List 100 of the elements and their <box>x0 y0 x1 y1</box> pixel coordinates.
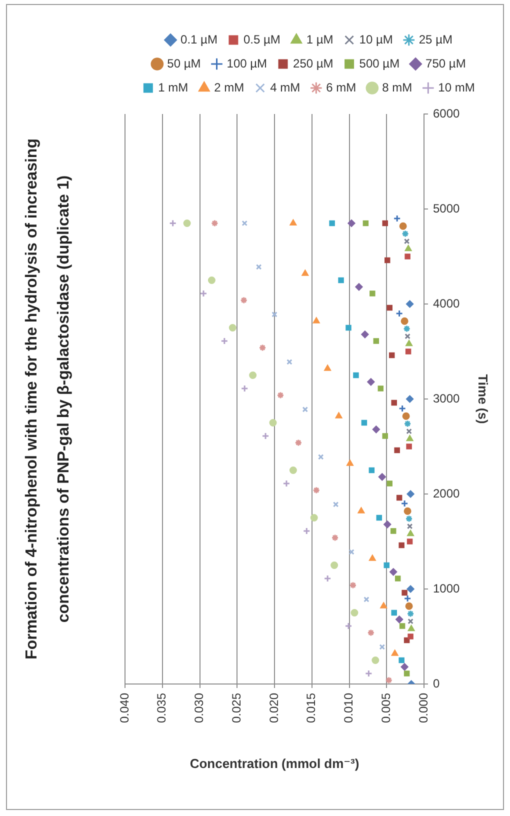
legend-label: 1 mM <box>158 80 188 94</box>
point <box>256 264 262 270</box>
point <box>335 412 342 418</box>
point <box>408 634 414 640</box>
point <box>324 574 332 582</box>
point <box>385 676 393 684</box>
point <box>394 576 401 582</box>
point <box>406 435 414 442</box>
point <box>407 530 414 536</box>
point <box>367 628 375 636</box>
y-tick-label: 1000 <box>433 581 460 596</box>
point <box>399 623 406 629</box>
point <box>379 644 386 650</box>
point <box>406 538 413 544</box>
point <box>289 466 297 474</box>
point <box>346 460 354 466</box>
x-tick-label: 0.015 <box>304 692 318 724</box>
legend-label: 0.1 µM <box>180 32 218 46</box>
point <box>391 400 397 406</box>
point <box>394 447 400 454</box>
point <box>369 554 376 561</box>
point <box>258 344 266 352</box>
y-tick-label: 4000 <box>433 296 460 310</box>
point <box>210 220 218 227</box>
point <box>404 594 412 602</box>
legend-label: 8 mM <box>382 80 412 94</box>
point <box>262 432 270 440</box>
point <box>386 304 392 311</box>
point <box>200 290 208 298</box>
legend-label: 10 mM <box>438 80 475 94</box>
point <box>382 220 388 226</box>
legend-label: 6 mM <box>326 80 356 94</box>
point <box>404 670 410 676</box>
point <box>373 338 380 344</box>
y-tick-label: 6000 <box>433 106 460 120</box>
point <box>240 384 248 392</box>
point <box>272 312 278 318</box>
legend-label: 500 µM <box>359 56 400 70</box>
legend-label: 4 mM <box>270 80 300 94</box>
point <box>370 290 376 296</box>
point <box>372 426 380 434</box>
point <box>208 276 216 284</box>
point <box>228 324 236 332</box>
point <box>302 527 310 535</box>
point <box>399 222 407 230</box>
point <box>406 444 412 450</box>
point <box>386 480 392 486</box>
point <box>402 230 410 238</box>
y-tick-label: 3000 <box>433 391 460 406</box>
point <box>362 220 369 226</box>
point <box>378 473 386 481</box>
point <box>404 245 412 252</box>
point <box>350 609 358 616</box>
point <box>318 454 324 460</box>
point <box>242 220 248 226</box>
point <box>400 663 408 671</box>
point <box>390 568 398 576</box>
point <box>313 317 320 324</box>
point <box>353 372 359 378</box>
point <box>406 340 412 346</box>
point <box>405 348 412 354</box>
legend-label: 100 µM <box>226 56 268 70</box>
point <box>393 214 401 222</box>
point <box>406 490 414 498</box>
legend-label: 0.5 µM <box>243 32 280 46</box>
x-tick-label: 0.005 <box>378 692 393 724</box>
point <box>403 324 411 332</box>
x-tick-label: 0.040 <box>117 692 132 724</box>
point <box>406 428 412 434</box>
x-tick-label: 0.000 <box>416 692 430 724</box>
point <box>406 395 414 403</box>
point <box>405 602 413 610</box>
point <box>400 317 408 325</box>
point <box>346 324 352 331</box>
point <box>398 404 406 412</box>
point <box>364 596 370 602</box>
point <box>404 507 412 515</box>
point <box>372 656 380 664</box>
point <box>408 625 415 632</box>
point <box>404 254 410 260</box>
point <box>392 650 398 656</box>
x-tick-label: 0.025 <box>229 692 244 724</box>
point <box>402 412 410 420</box>
point <box>312 486 320 494</box>
point <box>310 514 318 522</box>
point <box>332 502 339 508</box>
point <box>364 670 372 678</box>
point <box>402 590 408 596</box>
point <box>368 467 375 474</box>
point <box>344 622 352 630</box>
point <box>361 330 369 338</box>
point <box>358 507 365 514</box>
point <box>349 581 357 589</box>
point <box>286 359 292 365</box>
x-tick-label: 0.030 <box>192 692 206 724</box>
point <box>282 480 290 488</box>
point <box>367 378 375 386</box>
point <box>348 549 354 555</box>
point <box>302 406 308 412</box>
point <box>169 220 177 227</box>
